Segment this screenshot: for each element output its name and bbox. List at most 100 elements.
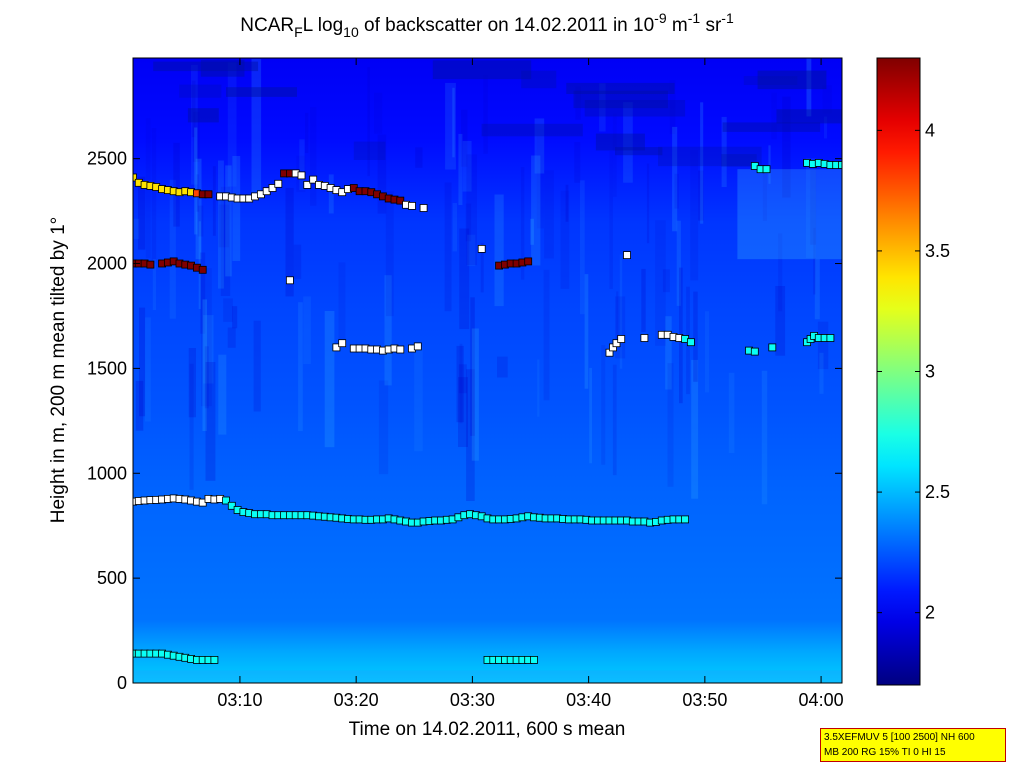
title-part: m (667, 15, 688, 36)
field-streak (227, 62, 237, 187)
field-streak (537, 359, 540, 417)
field-dark-patch (595, 133, 645, 151)
field-streak (328, 174, 334, 214)
field-dark-patch (566, 82, 675, 94)
field-streak (612, 364, 617, 476)
field-streak (452, 87, 455, 158)
marker-layer-top (268, 184, 277, 192)
marker-layer-mid (338, 339, 347, 348)
field-streak (253, 320, 261, 412)
field-streak (560, 190, 570, 289)
field-streak (444, 182, 452, 312)
field-streak (817, 321, 829, 370)
field-dark-patch (226, 87, 297, 97)
marker-layer-upper (477, 244, 486, 253)
field-dark-patch (200, 59, 245, 77)
marker-layer-mid (768, 343, 777, 352)
field-streak (589, 367, 592, 464)
marker-layer-top (838, 161, 842, 169)
marker-layer-mid (413, 342, 422, 351)
field-streak (462, 140, 472, 192)
field-streak (384, 275, 392, 386)
marker-layer-upper (524, 257, 533, 266)
field-light-band (737, 169, 842, 260)
field-streak (310, 107, 317, 206)
field-dark-patch (153, 61, 259, 72)
field-streak (232, 306, 238, 329)
field-streak (494, 194, 504, 307)
field-streak (813, 227, 816, 295)
field-streak (520, 167, 525, 280)
field-streak (609, 150, 613, 289)
field-streak (619, 254, 623, 369)
colorbar-tick-label: 3.5 (925, 241, 950, 261)
field-streak (227, 327, 236, 348)
field-streak (762, 171, 767, 221)
field-dark-patch (187, 108, 219, 123)
marker-layer-low (210, 656, 219, 664)
field-streak (565, 184, 569, 222)
marker-layer-mid (612, 339, 621, 348)
field-streak (580, 180, 585, 315)
field-streak (151, 128, 157, 264)
field-ground-strip (133, 670, 842, 683)
field-streak (445, 82, 456, 170)
x-tick-label: 04:00 (799, 690, 844, 710)
field-streak (824, 116, 828, 139)
field-dark-patch (521, 70, 557, 89)
info-line-1: 3.5XEFMUV 5 [100 2500] NH 600 (824, 732, 975, 743)
field-streak (144, 317, 151, 422)
field-streak (612, 113, 617, 197)
field-streak (543, 269, 550, 401)
field-streak (414, 346, 423, 452)
info-box: 3.5XEFMUV 5 [100 2500] NH 600 MB 200 RG … (820, 728, 1006, 762)
field-streak (139, 307, 146, 417)
field-streak (761, 370, 768, 505)
field-streak (377, 134, 387, 214)
layer-markers (133, 158, 842, 664)
field-streak (615, 296, 626, 359)
field-streak (218, 160, 224, 289)
field-streak (471, 328, 479, 461)
field-streak (669, 80, 676, 135)
field-streak (575, 86, 581, 120)
field-streak (169, 179, 176, 319)
field-streak (806, 158, 816, 259)
field-streak (810, 165, 817, 245)
field-streak (705, 311, 710, 393)
y-axis-label: Height in m, 200 m mean tilted by 1° (48, 217, 69, 523)
field-streak (768, 145, 771, 184)
field-streak (298, 302, 303, 432)
marker-layer-mid (640, 334, 649, 342)
field-streak (152, 259, 156, 310)
field-streak (465, 203, 472, 242)
field-streak (458, 133, 463, 205)
field-streak (202, 299, 207, 431)
x-axis-label: Time on 14.02.2011, 600 s mean (349, 719, 626, 740)
field-streak (690, 150, 699, 281)
field-streak (655, 220, 666, 346)
marker-layer-low (530, 656, 538, 664)
field-streak (531, 155, 541, 266)
marker-layer-top (408, 201, 416, 210)
marker-layer-top (133, 173, 137, 182)
field-streak (458, 364, 467, 394)
field-streak (135, 380, 144, 431)
field-streak (232, 156, 241, 261)
field-streak (470, 297, 475, 436)
title-part: -9 (654, 10, 667, 26)
field-streak (599, 83, 606, 132)
field-streak (461, 109, 468, 167)
field-dark-patch (573, 90, 668, 109)
field-streak (728, 372, 735, 453)
field-streak (584, 274, 589, 389)
marker-layer-upper (623, 251, 631, 260)
field-streak (672, 126, 678, 232)
field-streak (483, 75, 488, 154)
colorbar-tick-label: 2.5 (925, 482, 950, 502)
title-part: NCAR (240, 15, 294, 36)
y-axis: 0 500 1000 1500 2000 2500 (87, 149, 842, 693)
field-streak (385, 191, 394, 317)
x-axis: 03:10 03:20 03:30 03:40 03:50 04:00 (217, 58, 844, 710)
marker-layer-boundary (227, 501, 236, 510)
